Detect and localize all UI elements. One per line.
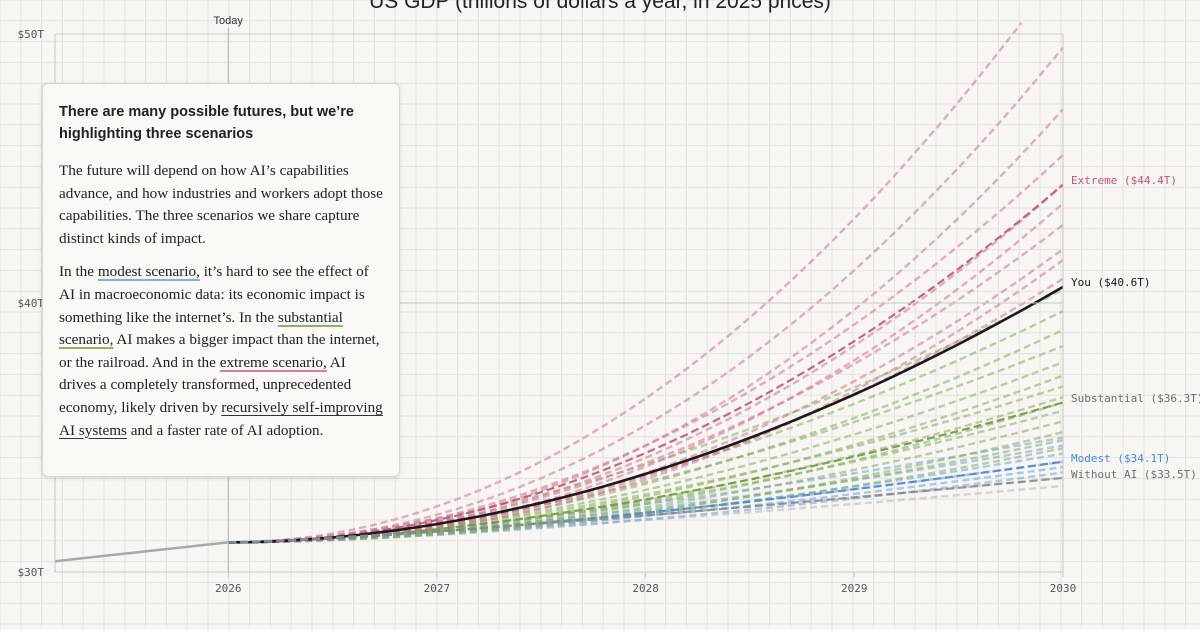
- scenarios-info-panel: There are many possible futures, but we’…: [42, 83, 400, 477]
- chart-title: US GDP (trillions of dollars a year, in …: [369, 0, 831, 13]
- substantial-path: [228, 439, 1064, 544]
- substantial-path: [228, 395, 1064, 544]
- extreme-path: [228, 224, 1064, 544]
- end-label: You ($40.6T): [1071, 276, 1150, 289]
- modest-scenario-link[interactable]: modest scenario,: [97, 263, 200, 281]
- today-label: Today: [214, 15, 244, 27]
- end-label: Extreme ($44.4T): [1071, 174, 1177, 187]
- x-tick-label: 2026: [215, 582, 242, 595]
- text-segment: AI drives a completely transformed, unpr…: [59, 353, 352, 416]
- modest-path: [228, 444, 1064, 544]
- text-segment: it’s hard to see the effect of AI in mac…: [59, 263, 369, 326]
- text-segment: In the: [59, 263, 98, 281]
- x-tick-label: 2029: [841, 582, 868, 595]
- history-line: [54, 541, 229, 563]
- x-tick-label: 2028: [632, 582, 659, 595]
- x-tick-label: 2027: [424, 582, 451, 595]
- panel-paragraph-intro: The future will depend on how AI’s capab…: [59, 162, 383, 247]
- scenario-line: [228, 476, 1064, 544]
- end-label: Without AI ($33.5T): [1071, 468, 1197, 481]
- extreme-path: [228, 259, 1064, 544]
- extreme-scenario-link[interactable]: extreme scenario,: [219, 353, 327, 371]
- scenario-line: [228, 183, 1064, 544]
- y-tick-label: $30T: [18, 566, 45, 579]
- end-labels: Extreme ($44.4T) You ($40.6T) Substantial …: [1071, 174, 1200, 481]
- panel-paragraph-scenarios: In the modest scenario, it’s hard to see…: [59, 261, 383, 442]
- end-label: Substantial ($36.3T): [1071, 392, 1200, 405]
- y-tick-label: $40T: [18, 297, 45, 310]
- substantial-path: [228, 361, 1064, 544]
- substantial-path: [228, 374, 1064, 544]
- substantial-path: [228, 344, 1064, 544]
- substantial-path: [228, 447, 1064, 544]
- panel-heading: There are many possible futures, but we’…: [59, 104, 354, 142]
- substantial-path: [228, 401, 1064, 544]
- substantial-path: [228, 328, 1064, 544]
- extreme-path: [228, 154, 1064, 544]
- substantial-path: [228, 409, 1064, 544]
- extreme-path: [228, 183, 1064, 544]
- text-segment: and a faster rate of AI adoption.: [126, 421, 324, 439]
- self-improving-ai-link[interactable]: recursively self-improving AI systems: [59, 398, 383, 439]
- substantial-scenario-link[interactable]: substantial scenario,: [59, 308, 343, 349]
- substantial-path: [228, 385, 1064, 544]
- substantial-path: [228, 420, 1064, 544]
- extreme-path: [228, 22, 1023, 544]
- extreme-path: [228, 277, 1064, 544]
- main-lines: [54, 183, 1064, 563]
- y-tick-label: $50T: [18, 28, 45, 41]
- text-segment: AI makes a bigger impact than the intern…: [59, 331, 380, 371]
- extreme-path: [228, 46, 1064, 544]
- you-line: [228, 285, 1064, 544]
- x-tick-label: 2030: [1050, 582, 1077, 595]
- modest-path: [228, 465, 1064, 544]
- end-label: Modest ($34.1T): [1071, 452, 1170, 465]
